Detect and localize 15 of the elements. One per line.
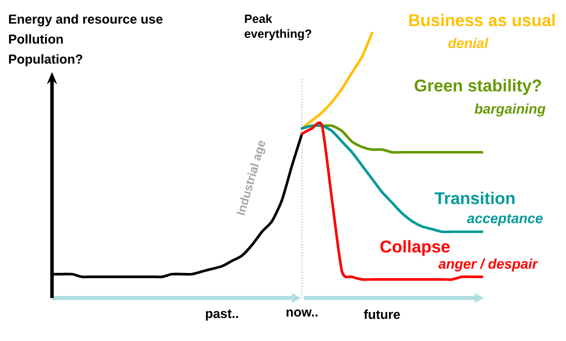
series-label: Transition <box>434 192 514 204</box>
annotation: Peak everything? <box>244 14 312 40</box>
annotation: Pollution <box>9 34 63 44</box>
annotation: bargaining <box>474 103 546 116</box>
x-tick-label: past.. <box>206 310 238 321</box>
text: Green stability? <box>414 79 542 95</box>
series-label: Collapse <box>380 240 450 256</box>
annotation: Population? <box>9 54 82 66</box>
x-tick-label: future <box>364 310 400 320</box>
annotation: anger / despair <box>438 258 538 272</box>
text: Business as usual <box>409 14 555 26</box>
text: Energy and resource use <box>9 14 163 26</box>
annotation: denial <box>448 38 488 48</box>
annotation: acceptance <box>467 214 543 226</box>
x-tick-label: now.. <box>286 310 318 317</box>
